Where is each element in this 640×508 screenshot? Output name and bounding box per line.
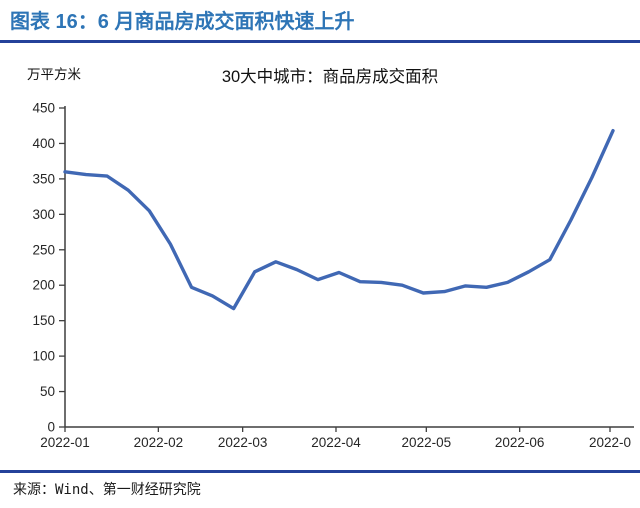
x-axis-tick-label: 2022-05 xyxy=(402,435,452,450)
y-axis-tick-label: 450 xyxy=(32,101,55,116)
y-axis-tick-label: 0 xyxy=(47,420,55,435)
footer-divider xyxy=(0,470,640,473)
data-series-line xyxy=(63,128,615,311)
y-axis-unit-label: 万平方米 xyxy=(27,67,81,82)
x-axis-tick-label: 2022-01 xyxy=(40,435,90,450)
x-axis-tick-label: 2022-03 xyxy=(218,435,268,450)
y-axis-tick-label: 400 xyxy=(32,136,55,151)
x-axis-tick-label: 2022-04 xyxy=(311,435,361,450)
x-axis-tick-label: 2022-02 xyxy=(134,435,184,450)
source-note: 来源：Wind、第一财经研究院 xyxy=(13,482,201,498)
y-axis-tick-label: 250 xyxy=(32,242,55,257)
chart-title: 30大中城市：商品房成交面积 xyxy=(222,67,438,86)
x-axis-tick-label: 2022-06 xyxy=(495,435,545,450)
header-divider xyxy=(0,40,640,43)
y-axis-tick-label: 350 xyxy=(32,171,55,186)
y-axis-tick-label: 50 xyxy=(40,384,55,399)
y-axis-tick-label: 200 xyxy=(32,278,55,293)
x-axis-tick-label: 2022-0 xyxy=(589,435,631,450)
y-axis-tick-label: 150 xyxy=(32,313,55,328)
figure-title: 图表 16：6 月商品房成交面积快速上升 xyxy=(10,11,355,33)
y-axis-tick-label: 100 xyxy=(32,349,55,364)
y-axis-tick-label: 300 xyxy=(32,207,55,222)
